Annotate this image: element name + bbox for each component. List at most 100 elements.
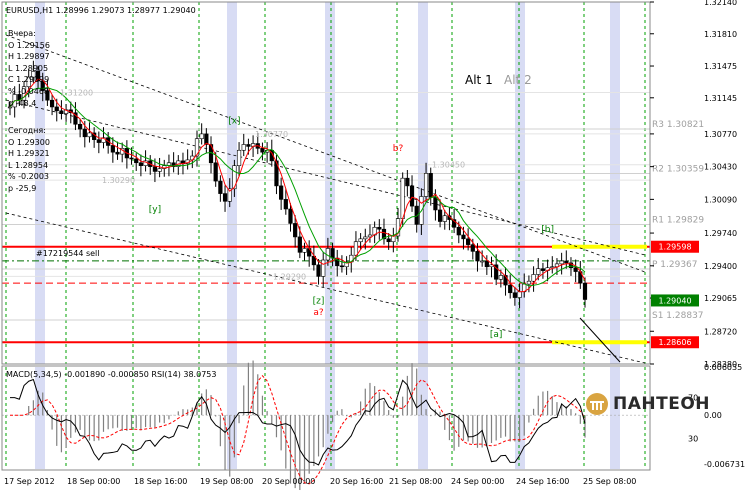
target-zone-resistance bbox=[552, 244, 647, 249]
candle-body-23 bbox=[115, 151, 120, 155]
time-tick-label-2: 18 Sep 16:00 bbox=[134, 477, 187, 486]
candle-body-96 bbox=[456, 226, 461, 236]
pantheon-logo-icon bbox=[586, 393, 608, 415]
candle-body-77 bbox=[367, 234, 373, 238]
time-tick-label-1: 18 Sep 00:00 bbox=[67, 477, 120, 486]
price-tick-label-5: 1.30430 bbox=[704, 163, 737, 172]
chart-header: EURUSD,H1 1.28996 1.29073 1.28977 1.2904… bbox=[6, 6, 196, 15]
candle-body-63 bbox=[302, 248, 307, 253]
moving-average-fast bbox=[9, 78, 586, 293]
current-price-text: 1.29040 bbox=[658, 296, 691, 305]
session-band-0 bbox=[35, 2, 45, 364]
price-tick-label-0: 1.32140 bbox=[704, 0, 737, 7]
candle-body-40 bbox=[194, 138, 200, 157]
session-band-4 bbox=[515, 2, 525, 364]
session-band-indicator-5 bbox=[610, 367, 620, 469]
candle-body-57 bbox=[274, 160, 279, 187]
moving-average-slow bbox=[9, 87, 586, 287]
candle-body-101 bbox=[480, 260, 485, 263]
alt2-label: Alt 2 bbox=[504, 73, 532, 87]
candle-body-84 bbox=[400, 177, 405, 219]
candle-body-45 bbox=[218, 180, 223, 194]
candle-body-60 bbox=[288, 208, 293, 224]
trend-channel-line-0 bbox=[5, 212, 646, 364]
candle-body-32 bbox=[157, 168, 162, 172]
level-tag-resistance bbox=[651, 240, 699, 253]
pivot-label-3: P 1.29367 bbox=[652, 260, 698, 270]
macd-rsi-label: MACD(5,34,5) -0.001890 -0.000850 RSI(14)… bbox=[6, 370, 216, 379]
info-yesterday-percent: % -0.0468 bbox=[8, 86, 50, 96]
candle-body-102 bbox=[484, 260, 489, 268]
candle-body-94 bbox=[447, 215, 452, 220]
candle-body-72 bbox=[344, 261, 349, 268]
candle-body-86 bbox=[409, 185, 415, 207]
wave-label-2: [z] bbox=[313, 296, 325, 306]
candle-body-75 bbox=[358, 238, 363, 243]
info-yesterday-close: C 1.29099 bbox=[8, 75, 50, 85]
pivot-label-4: S1 1.28837 bbox=[652, 311, 704, 321]
wave-label-5: [a] bbox=[490, 330, 503, 340]
time-tick-label-9: 25 Sep 08:00 bbox=[583, 477, 636, 486]
info-yesterday-high: H 1.29897 bbox=[8, 52, 50, 62]
candle-body-90 bbox=[428, 173, 433, 198]
target-zone-support bbox=[552, 340, 647, 345]
candle-body-106 bbox=[503, 275, 508, 286]
candle-body-67 bbox=[321, 259, 326, 277]
candle-body-54 bbox=[260, 148, 265, 153]
candle-body-118 bbox=[559, 260, 564, 265]
wave-label-4: b? bbox=[393, 144, 404, 154]
candle-body-69 bbox=[330, 248, 335, 259]
session-band-indicator-3 bbox=[418, 367, 428, 469]
candle-body-92 bbox=[437, 209, 443, 222]
price-tick-label-3: 1.31145 bbox=[704, 94, 737, 103]
level-tag-text-support: 1.28606 bbox=[658, 338, 691, 347]
order-label: #17219544 sell bbox=[36, 249, 100, 258]
projection-arrow-line bbox=[579, 317, 621, 363]
pivot-label-2: R1 1.29829 bbox=[652, 215, 704, 225]
candle-body-87 bbox=[414, 205, 419, 225]
candle-body-6 bbox=[35, 71, 41, 82]
candle-body-51 bbox=[246, 144, 251, 147]
time-tick-label-8: 24 Sep 16:00 bbox=[516, 477, 569, 486]
candle-body-76 bbox=[363, 236, 368, 240]
candle-body-111 bbox=[526, 280, 532, 285]
candle-body-116 bbox=[550, 266, 555, 269]
candle-body-104 bbox=[494, 264, 499, 280]
candle-body-114 bbox=[540, 268, 546, 271]
price-tick-label-7: 1.29740 bbox=[704, 229, 737, 238]
session-band-2 bbox=[325, 2, 335, 364]
grey-level-label-3: 1.30290 bbox=[102, 176, 135, 185]
rsi-tick-0: 70 bbox=[688, 394, 698, 403]
candle-body-59 bbox=[283, 199, 288, 210]
candle-body-119 bbox=[564, 260, 569, 264]
level-tag-text-resistance: 1.29598 bbox=[658, 243, 691, 252]
candle-body-105 bbox=[498, 275, 503, 280]
pivot-label-1: R2 1.30359 bbox=[652, 164, 704, 174]
brand-logo-text: ПАНТЕОН bbox=[613, 394, 710, 414]
candle-body-99 bbox=[470, 244, 475, 252]
price-tick-label-1: 1.31810 bbox=[704, 30, 737, 39]
candle-body-74 bbox=[353, 241, 359, 256]
macd-tick-1: 0.00 bbox=[704, 411, 722, 420]
candle-body-10 bbox=[54, 106, 59, 112]
session-band-1 bbox=[227, 2, 237, 364]
info-today-high: H 1.29321 bbox=[8, 149, 50, 159]
rsi-tick-1: 30 bbox=[688, 434, 698, 443]
indicator-panel-frame bbox=[1, 365, 651, 471]
candle-body-16 bbox=[82, 128, 87, 138]
info-today-percent: % -0.2003 bbox=[8, 172, 50, 182]
wave-label-3: a? bbox=[313, 308, 324, 318]
candle-body-80 bbox=[381, 228, 387, 240]
candle-body-28 bbox=[138, 162, 143, 166]
candle-body-79 bbox=[377, 226, 382, 230]
candle-body-7 bbox=[40, 80, 45, 91]
trend-channel-line-1 bbox=[5, 99, 646, 256]
info-yesterday-points: p -48,4 bbox=[8, 98, 37, 108]
candle-body-48 bbox=[232, 165, 237, 190]
time-tick-label-5: 20 Sep 16:00 bbox=[330, 477, 383, 486]
candle-body-4 bbox=[26, 76, 31, 88]
session-band-indicator-2 bbox=[325, 367, 335, 469]
price-tick-label-2: 1.31475 bbox=[704, 62, 737, 71]
main-panel-frame bbox=[1, 1, 651, 365]
